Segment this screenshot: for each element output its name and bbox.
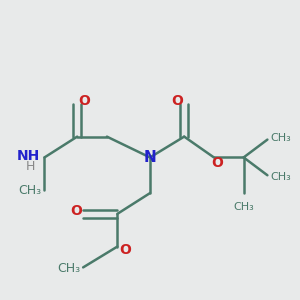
Text: CH₃: CH₃	[233, 202, 254, 212]
Text: CH₃: CH₃	[270, 172, 291, 182]
Text: CH₃: CH₃	[270, 133, 291, 143]
Text: O: O	[119, 243, 131, 256]
Text: CH₃: CH₃	[18, 184, 41, 196]
Text: O: O	[79, 94, 91, 108]
Text: NH: NH	[17, 149, 40, 163]
Text: O: O	[70, 204, 82, 218]
Text: N: N	[144, 150, 156, 165]
Text: H: H	[26, 160, 35, 173]
Text: O: O	[211, 156, 223, 170]
Text: CH₃: CH₃	[57, 262, 80, 275]
Text: O: O	[171, 94, 183, 108]
